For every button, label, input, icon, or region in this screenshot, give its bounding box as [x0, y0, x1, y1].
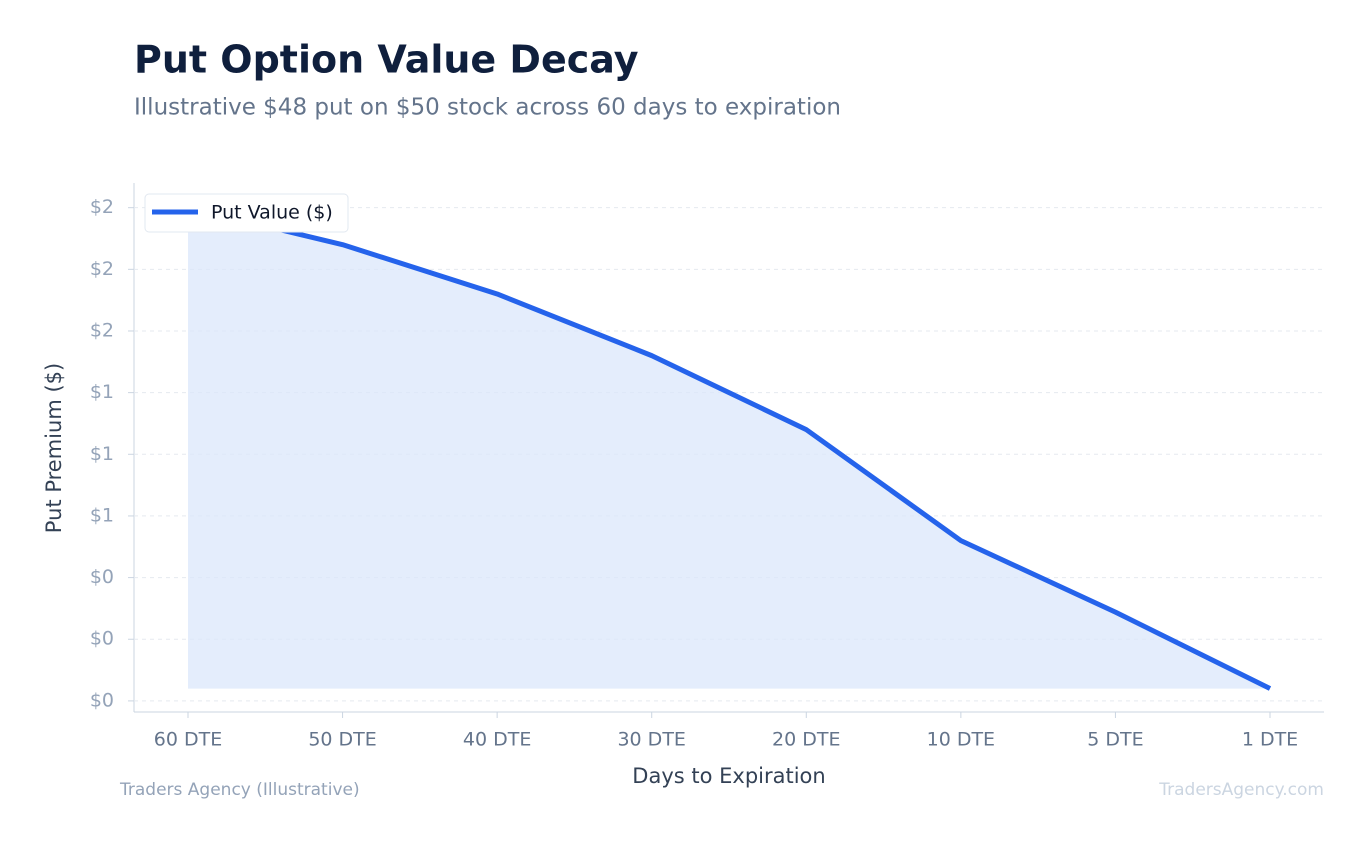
x-tick-label: 20 DTE — [772, 729, 840, 751]
y-tick-label: $2 — [90, 196, 114, 218]
chart-title: Put Option Value Decay — [134, 38, 639, 82]
source-note: Traders Agency (Illustrative) — [119, 780, 360, 800]
x-tick-label: 30 DTE — [617, 729, 685, 751]
y-tick-label: $1 — [90, 381, 114, 403]
y-tick-label: $1 — [90, 504, 114, 526]
y-axis-label: Put Premium ($) — [42, 363, 66, 533]
x-tick-label: 10 DTE — [927, 729, 995, 751]
y-tick-label: $1 — [90, 443, 114, 465]
x-axis-label: Days to Expiration — [632, 764, 825, 788]
legend-box — [144, 193, 349, 233]
x-tick-label: 5 DTE — [1087, 729, 1143, 751]
y-tick-label: $0 — [90, 628, 114, 650]
x-tick-label: 1 DTE — [1242, 729, 1298, 751]
x-tick-label: 40 DTE — [463, 729, 531, 751]
line — [187, 205, 1272, 691]
y-tick-label: $2 — [90, 258, 114, 280]
y-tick-label: $2 — [90, 319, 114, 341]
x-tick-label: 60 DTE — [154, 729, 222, 751]
y-tick-label: $0 — [90, 566, 114, 588]
legend-label: Put Value ($) — [211, 202, 333, 224]
x-tick-label: 50 DTE — [308, 729, 376, 751]
chart-subtitle: Illustrative $48 put on $50 stock across… — [134, 95, 841, 121]
y-tick-label: $0 — [90, 689, 114, 711]
area — [188, 207, 1270, 689]
watermark: TradersAgency.com — [1158, 780, 1324, 800]
